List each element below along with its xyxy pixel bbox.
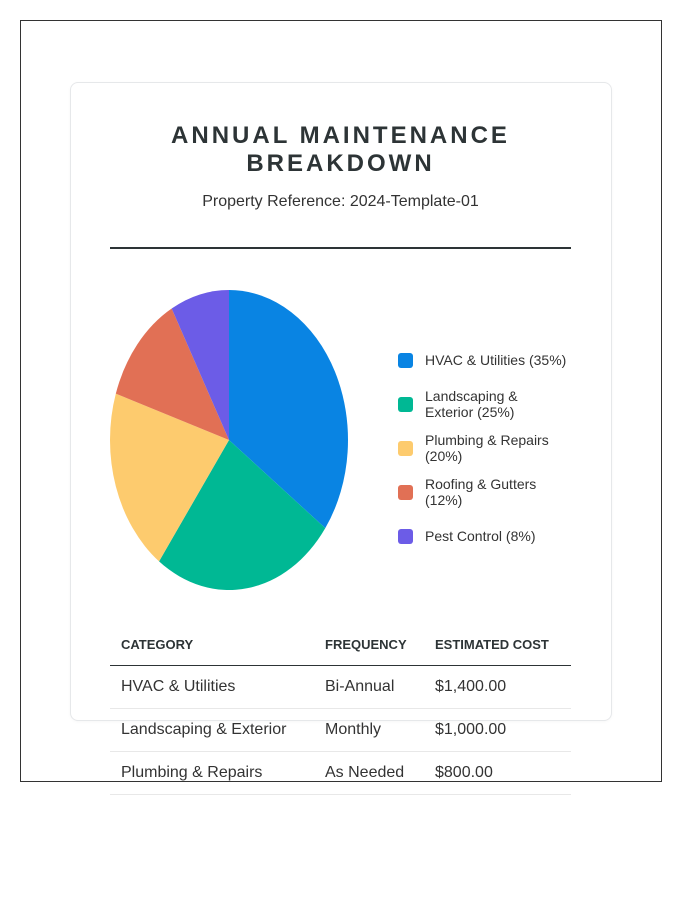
cell-cost: $800.00	[424, 751, 571, 795]
column-header: ESTIMATED COST	[424, 625, 571, 666]
legend-item: Pest Control (8%)	[398, 514, 568, 558]
page-title: ANNUAL MAINTENANCE BREAKDOWN	[171, 122, 510, 177]
cell-cost: $1,400.00	[424, 665, 571, 709]
legend-label: Roofing & Gutters (12%)	[425, 476, 537, 508]
cell-category: HVAC & Utilities	[110, 665, 314, 709]
legend-swatch	[398, 440, 413, 456]
legend-item: Landscaping & Exterior (25%)	[398, 382, 568, 426]
chart-legend: HVAC & Utilities (35%) Landscaping & Ext…	[398, 338, 568, 558]
legend-label: Plumbing & Repairs (20%)	[425, 432, 549, 464]
legend-label: Landscaping & Exterior (25%)	[425, 388, 518, 420]
pie-slice-pest-control	[171, 290, 229, 440]
legend-label: Pest Control (8%)	[425, 528, 536, 544]
legend-swatch	[398, 352, 413, 368]
divider	[110, 247, 571, 249]
cell-frequency: Bi-Annual	[314, 665, 424, 709]
column-header: CATEGORY	[110, 625, 314, 666]
pie-slice-plumbing-repairs	[110, 393, 229, 562]
cell-frequency: Monthly	[314, 708, 424, 752]
cell-category: Landscaping & Exterior	[110, 708, 314, 752]
table-header-row: CATEGORY FREQUENCY ESTIMATED COST	[110, 625, 571, 666]
legend-item: Plumbing & Repairs (20%)	[398, 426, 568, 470]
legend-swatch	[398, 396, 413, 412]
cost-table: CATEGORY FREQUENCY ESTIMATED COST HVAC &…	[110, 625, 571, 795]
cell-cost: $1,000.00	[424, 708, 571, 752]
legend-swatch	[398, 528, 413, 544]
legend-item: HVAC & Utilities (35%)	[398, 338, 568, 382]
pie-chart	[110, 290, 348, 590]
pie-slice-roofing-gutters	[115, 308, 229, 440]
table-row: Plumbing & Repairs As Needed $800.00	[110, 751, 571, 795]
table-row: Landscaping & Exterior Monthly $1,000.00	[110, 708, 571, 752]
cell-frequency: As Needed	[314, 751, 424, 795]
page-subtitle: Property Reference: 2024-Template-01	[202, 193, 479, 210]
column-header: FREQUENCY	[314, 625, 424, 666]
pie-slice-landscaping-exterior	[159, 440, 326, 590]
legend-item: Roofing & Gutters (12%)	[398, 470, 568, 514]
legend-swatch	[398, 484, 413, 500]
legend-label: HVAC & Utilities (35%)	[425, 352, 567, 368]
cell-category: Plumbing & Repairs	[110, 751, 314, 795]
pie-slice-hvac-utilities	[229, 290, 348, 529]
table-row: HVAC & Utilities Bi-Annual $1,400.00	[110, 665, 571, 709]
